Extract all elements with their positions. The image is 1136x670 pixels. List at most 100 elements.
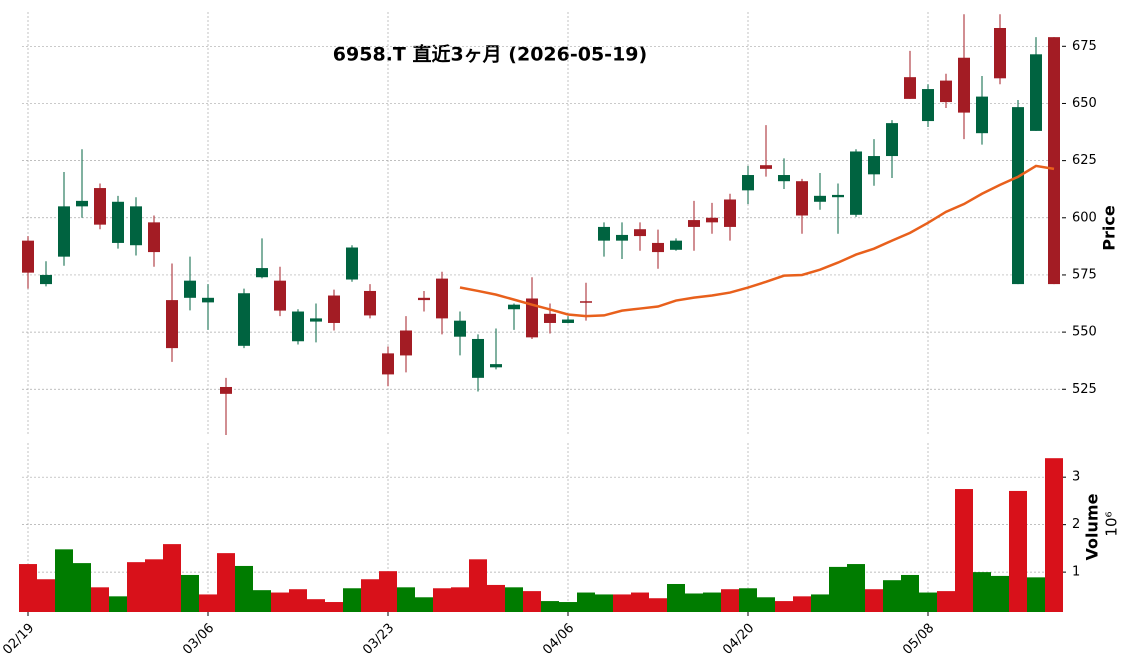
volume-bar: [19, 564, 37, 612]
y-axis-label: Price: [1100, 205, 1119, 251]
volume-bar: [721, 589, 739, 612]
candle-body: [76, 200, 88, 207]
candle-body: [814, 195, 826, 202]
volume-bar: [289, 589, 307, 612]
volume-bar: [973, 572, 991, 612]
volume-bar: [433, 588, 451, 612]
candle-body: [1012, 107, 1024, 285]
y-tick-label: 625: [1072, 153, 1097, 168]
candle-body: [274, 280, 286, 311]
y-tick-label: 675: [1072, 39, 1097, 54]
y-tick-label: 550: [1072, 325, 1097, 340]
volume-bar: [739, 588, 757, 612]
candle-body: [94, 188, 106, 225]
x-tick-label: 04/06: [540, 621, 577, 658]
candle-body: [724, 199, 736, 227]
candle-body: [130, 206, 142, 246]
volume-offset-label: 10⁶: [1103, 511, 1121, 536]
volume-bar: [379, 571, 397, 612]
candle-body: [436, 278, 448, 319]
volume-bar: [361, 579, 379, 612]
candle-body: [706, 217, 718, 223]
volume-bar: [235, 565, 253, 612]
volume-bar: [505, 587, 523, 612]
volume-tick-label: 3: [1072, 470, 1080, 485]
volume-bar: [91, 587, 109, 612]
y-tick-label: 650: [1072, 96, 1097, 111]
candle-body: [598, 226, 610, 241]
candle-body: [562, 319, 574, 323]
volume-bar: [451, 587, 469, 612]
volume-bar: [253, 590, 271, 612]
volume-bar: [181, 574, 199, 612]
candle-body: [472, 338, 484, 378]
candle-body: [400, 330, 412, 356]
candle-body: [922, 89, 934, 122]
candle-body: [994, 28, 1006, 79]
candle-body: [850, 151, 862, 215]
candle-body: [58, 206, 70, 257]
candle-body: [454, 320, 466, 337]
volume-bar: [397, 587, 415, 612]
candle-body: [238, 293, 250, 346]
volume-tick-label: 1: [1072, 565, 1080, 580]
volume-bar: [487, 584, 505, 612]
volume-bar: [415, 597, 433, 612]
volume-bar: [577, 592, 595, 612]
volume-bar: [217, 553, 235, 612]
candle-body: [958, 57, 970, 113]
candle-body: [1048, 37, 1060, 285]
volume-bar: [667, 583, 685, 612]
volume-bar: [271, 592, 289, 612]
volume-bar: [865, 589, 883, 612]
volume-bar: [937, 591, 955, 612]
candle-body: [868, 156, 880, 175]
volume-bar: [73, 563, 91, 612]
candle-body: [490, 364, 502, 368]
x-tick-label: 05/08: [900, 621, 937, 658]
volume-bar: [793, 596, 811, 612]
candle-body: [796, 181, 808, 216]
volume-bar: [127, 562, 145, 612]
volume-bar: [757, 597, 775, 612]
volume-bar: [1009, 490, 1027, 612]
volume-bar: [883, 580, 901, 612]
x-tick-label: 03/23: [360, 621, 397, 658]
volume-bar: [703, 592, 721, 612]
volume-bar: [631, 592, 649, 612]
candle-body: [760, 165, 772, 169]
candle-body: [670, 240, 682, 250]
volume-bar: [595, 594, 613, 612]
x-tick-label: 02/19: [0, 621, 37, 658]
candle-body: [616, 234, 628, 241]
volume-bar: [991, 575, 1009, 612]
volume-bar: [559, 602, 577, 612]
candle-body: [22, 240, 34, 273]
candle-body: [382, 353, 394, 375]
candle-body: [220, 386, 232, 394]
candle-body: [832, 194, 844, 198]
volume-axis-label: Volume: [1083, 493, 1102, 560]
candle-body: [976, 96, 988, 134]
volume-bar: [145, 559, 163, 612]
volume-bar: [307, 599, 325, 612]
candle-body: [580, 301, 592, 303]
volume-bar: [1045, 458, 1063, 612]
volume-bar: [955, 489, 973, 612]
candle-body: [778, 175, 790, 182]
candle-body: [256, 268, 268, 278]
volume-bar: [613, 594, 631, 612]
candle-body: [346, 247, 358, 280]
candle-body: [634, 229, 646, 237]
candle-body: [526, 298, 538, 338]
volume-bar: [901, 574, 919, 612]
candle-body: [886, 123, 898, 157]
candle-body: [184, 280, 196, 298]
candle-body: [940, 80, 952, 103]
candle-body: [202, 297, 214, 303]
volume-bar: [847, 564, 865, 612]
candle-body: [40, 274, 52, 285]
volume-bar: [829, 566, 847, 612]
chart-title: 6958.T 直近3ヶ月 (2026-05-19): [333, 43, 647, 66]
